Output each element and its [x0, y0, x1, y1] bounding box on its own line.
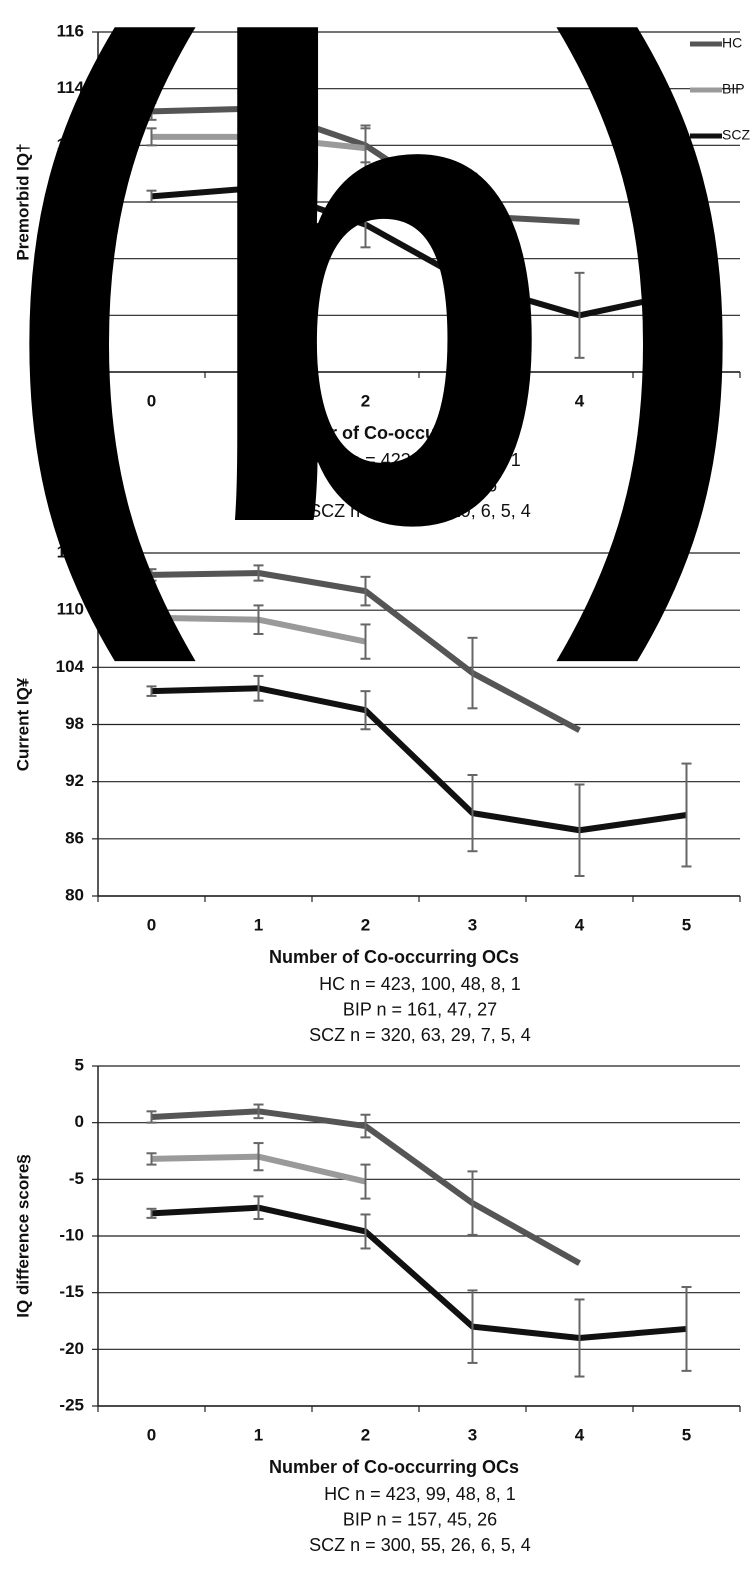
x-tick-label: 4: [575, 391, 585, 410]
error-bar: [681, 246, 692, 339]
x-tick-label: 3: [468, 1425, 477, 1444]
legend-label: SCZ: [722, 127, 750, 143]
y-tick-label: 116: [57, 21, 84, 40]
y-tick-label: -25: [59, 1395, 84, 1414]
error-bar: [146, 101, 157, 121]
n-line: SCZ n = 320, 63, 29, 7, 5, 4: [309, 1025, 531, 1045]
error-bar: [146, 609, 157, 627]
error-bar: [360, 1213, 371, 1250]
x-tick-label: 5: [682, 915, 691, 934]
x-tick-label: 3: [468, 391, 477, 410]
x-tick-label: 4: [575, 1425, 585, 1444]
error-bar: [574, 783, 585, 877]
n-line: SCZ n = 310, 57, 29, 6, 5, 4: [309, 501, 531, 521]
y-tick-label: 106: [56, 305, 84, 324]
n-line: HC n = 423, 99, 48, 8, 1: [324, 1484, 516, 1504]
error-bar: [146, 1110, 157, 1124]
x-axis-label: Number of Co-occurring OCs: [269, 947, 519, 967]
y-tick-label: 110: [57, 600, 84, 619]
x-tick-label: 0: [147, 391, 156, 410]
y-tick-label: 104: [56, 657, 85, 676]
series-line: [151, 1204, 687, 1341]
error-bar: [360, 690, 371, 731]
y-tick-label: 98: [65, 714, 84, 733]
error-bar: [253, 564, 264, 582]
error-bar: [360, 124, 371, 172]
n-line: SCZ n = 300, 55, 26, 6, 5, 4: [309, 1535, 531, 1555]
error-bar: [146, 1207, 157, 1219]
y-tick-label: 104: [56, 361, 85, 380]
y-tick-label: 92: [65, 771, 84, 790]
error-bar: [467, 1170, 478, 1236]
x-tick-label: 2: [361, 391, 370, 410]
y-axis-label: IQ difference score§: [13, 1154, 32, 1317]
x-tick-label: 3: [468, 915, 477, 934]
x-tick-label: 0: [147, 1425, 156, 1444]
y-tick-label: -5: [69, 1169, 84, 1188]
error-bar: [146, 568, 157, 582]
y-tick-label: -15: [59, 1282, 84, 1301]
n-line: HC n = 423, 100, 48, 8, 1: [319, 450, 521, 470]
y-tick-label: 5: [75, 1055, 84, 1074]
error-bar: [253, 172, 264, 203]
error-bar: [360, 575, 371, 607]
overlay-label: (b): [0, 0, 752, 669]
n-line: BIP n = 161, 47, 27: [343, 999, 497, 1019]
error-bar: [360, 1163, 371, 1200]
x-tick-label: 0: [147, 915, 156, 934]
error-bar: [146, 189, 157, 203]
error-bar: [467, 240, 478, 328]
error-bar: [360, 1113, 371, 1139]
error-bar: [253, 1103, 264, 1120]
y-tick-label: 110: [57, 191, 84, 210]
error-bar: [360, 623, 371, 660]
y-tick-label: 86: [65, 828, 84, 847]
n-line: HC n = 423, 100, 48, 8, 1: [319, 974, 521, 994]
y-tick-label: 116: [57, 542, 84, 561]
y-tick-label: 0: [75, 1112, 84, 1131]
error-bar: [467, 636, 478, 710]
n-line: BIP n = 161, 45, 26: [343, 475, 497, 495]
y-axis-label: Current IQ¥: [13, 677, 32, 771]
y-tick-label: 108: [56, 248, 84, 267]
x-tick-label: 1: [254, 391, 263, 410]
y-axis-label: Premorbid IQ†: [13, 143, 32, 260]
x-tick-label: 5: [682, 1425, 691, 1444]
n-line: BIP n = 157, 45, 26: [343, 1509, 497, 1529]
error-bar: [253, 674, 264, 702]
error-bar: [574, 271, 585, 359]
x-axis-label: Number of Co-occurring OCs: [269, 423, 519, 443]
x-tick-label: 2: [361, 915, 370, 934]
error-bar: [146, 685, 157, 697]
error-bar: [467, 1289, 478, 1364]
x-tick-label: 1: [254, 915, 263, 934]
legend-label: HC: [722, 35, 742, 51]
x-tick-label: 4: [575, 915, 585, 934]
legend-label: BIP: [722, 81, 745, 97]
error-bar: [253, 1142, 264, 1172]
y-tick-label: 112: [57, 135, 84, 154]
y-tick-label: -20: [59, 1339, 84, 1358]
error-bar: [253, 96, 264, 121]
error-bar: [467, 773, 478, 853]
y-tick-label: 114: [57, 78, 85, 97]
error-bar: [253, 1195, 264, 1220]
x-tick-label: 1: [254, 1425, 263, 1444]
error-bar: [681, 1286, 692, 1372]
error-bar: [360, 201, 371, 249]
error-bar: [253, 604, 264, 635]
error-bar: [253, 121, 264, 152]
x-axis-label: Number of Co-occurring OCs: [269, 1457, 519, 1477]
y-tick-label: 80: [65, 885, 84, 904]
y-tick-label: -10: [59, 1225, 84, 1244]
error-bar: [146, 1152, 157, 1166]
series-line: [151, 685, 687, 834]
error-bar: [574, 1298, 585, 1378]
error-bar: [681, 762, 692, 868]
series-line: [151, 184, 688, 319]
error-bar: [146, 127, 157, 147]
x-tick-label: 2: [361, 1425, 370, 1444]
x-tick-label: 5: [682, 391, 691, 410]
